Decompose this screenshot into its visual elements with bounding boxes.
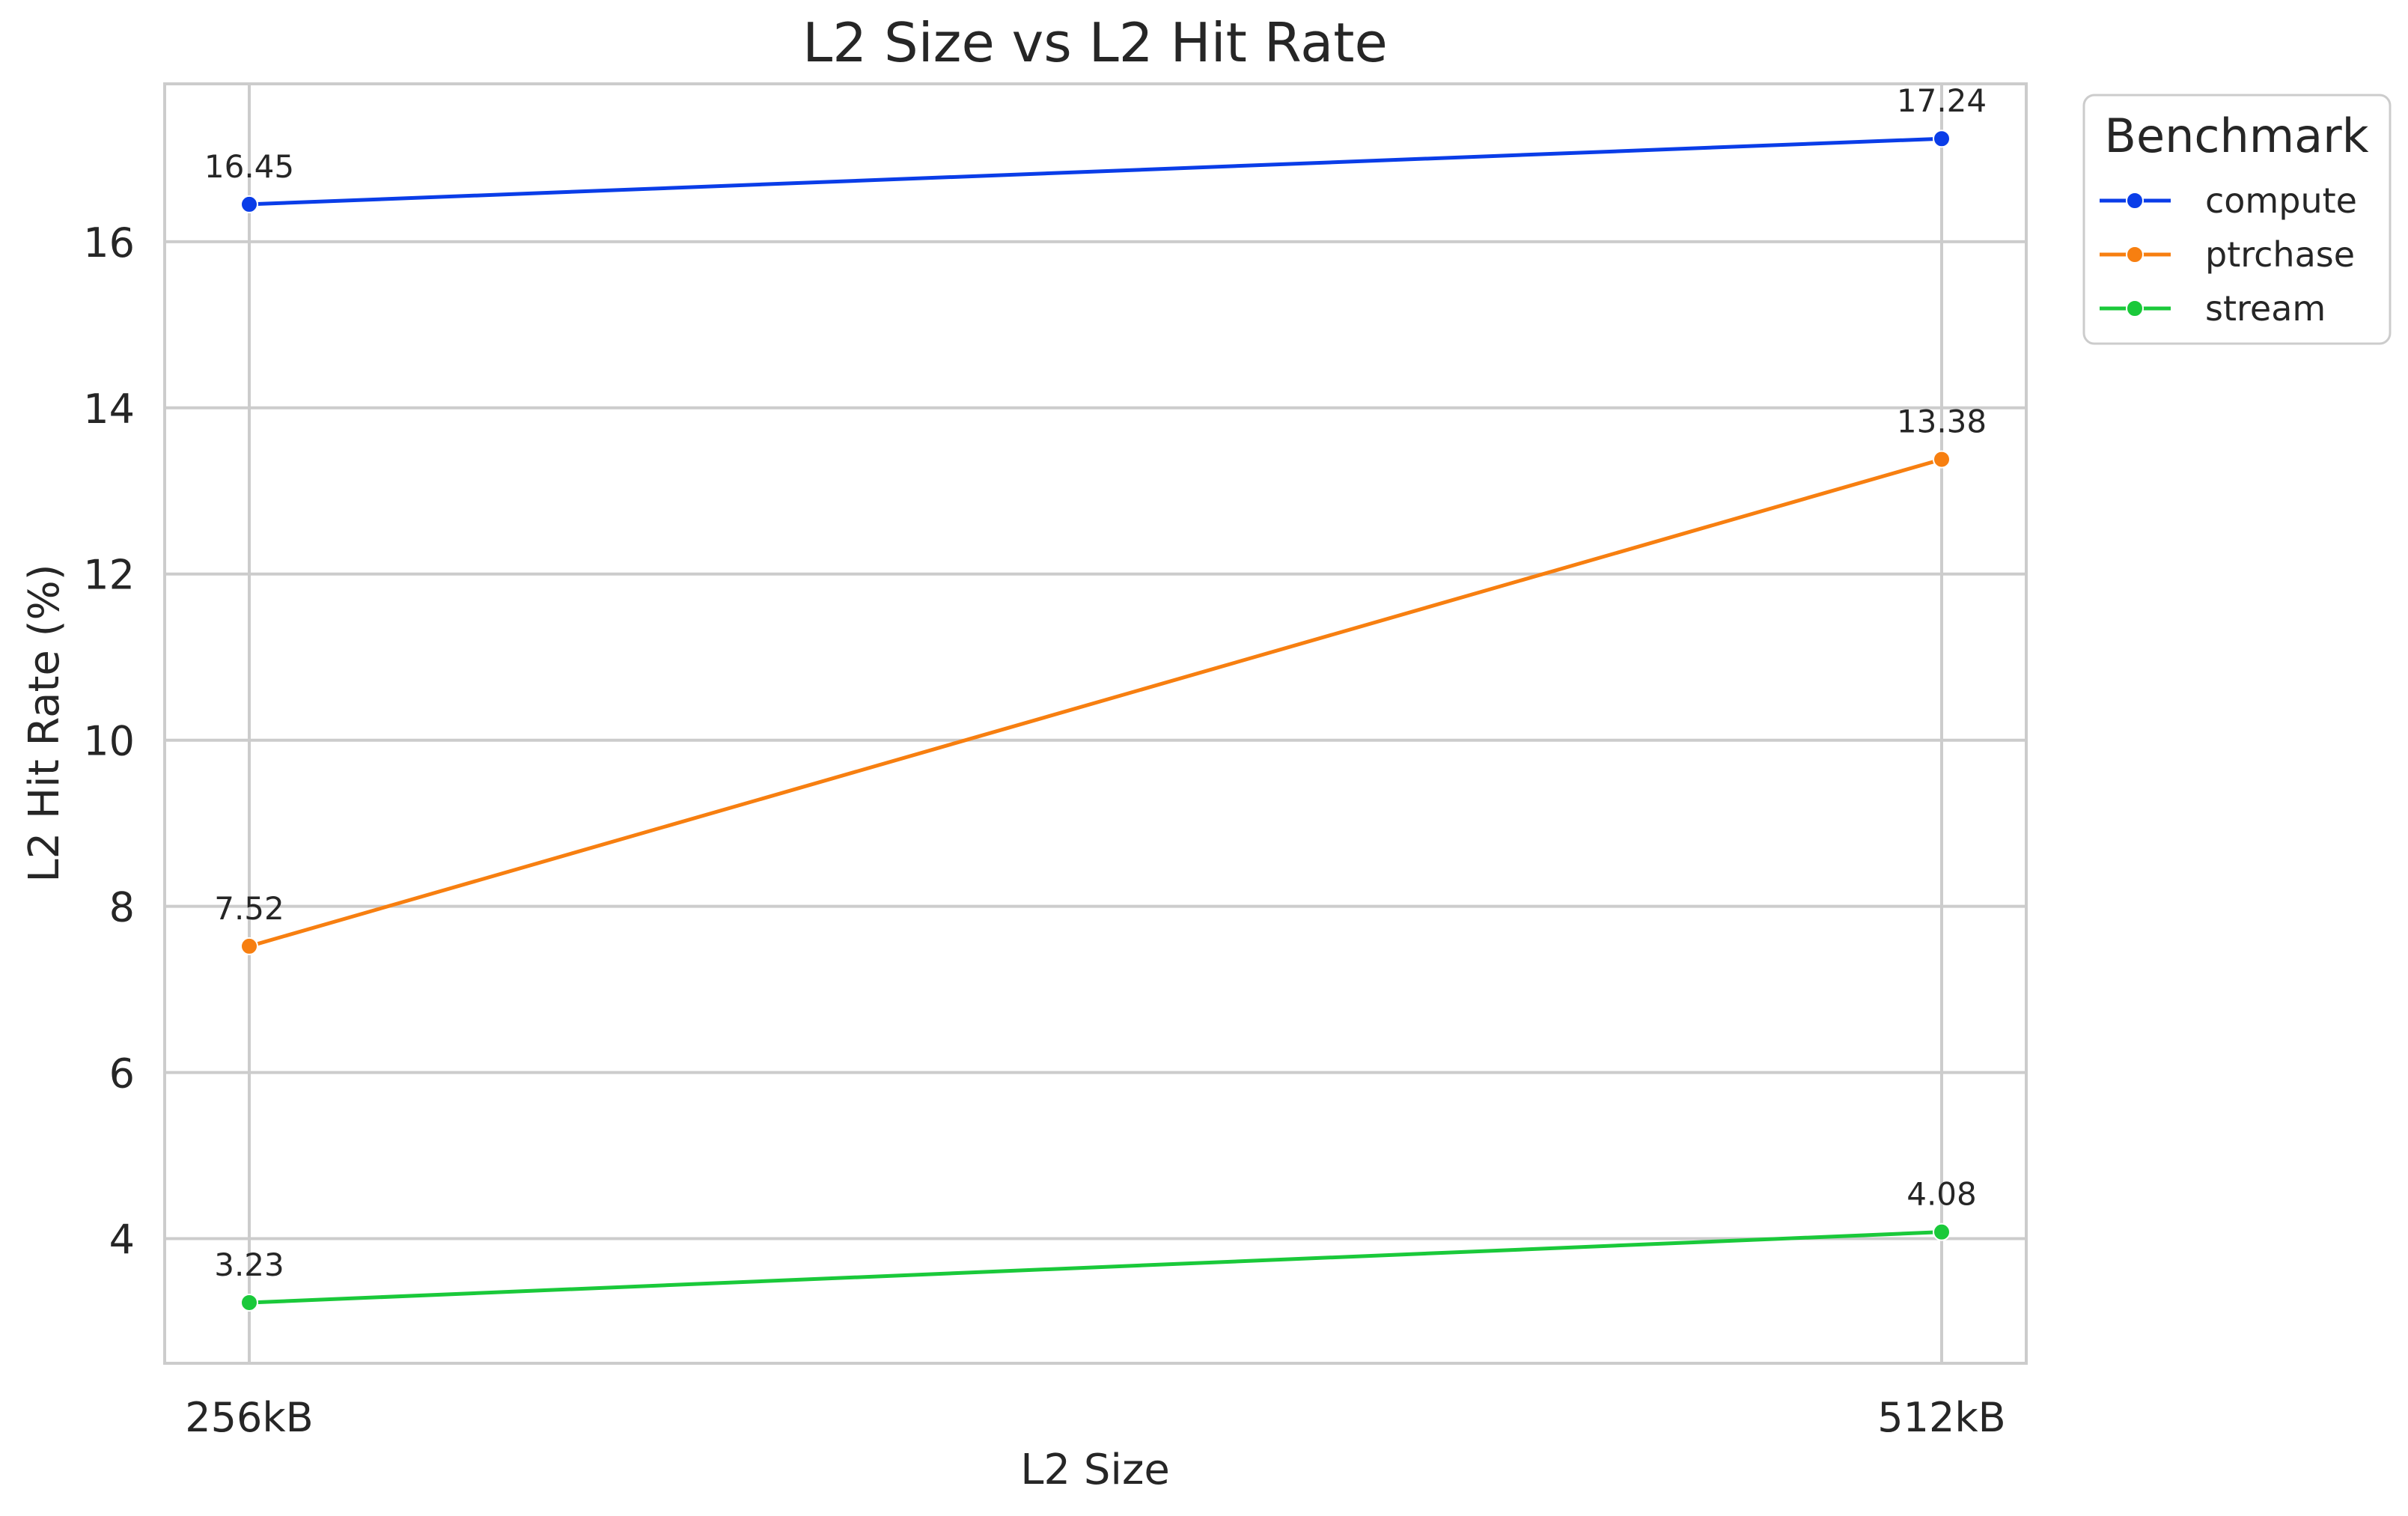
legend-swatch-marker: [2126, 246, 2144, 264]
legend-label: ptrchase: [2205, 234, 2355, 275]
data-point-compute: [1933, 130, 1951, 148]
y-tick-label: 16: [83, 219, 135, 267]
series-layer: [240, 130, 1951, 1312]
legend-label: stream: [2205, 288, 2326, 329]
data-label-stream: 3.23: [214, 1246, 284, 1283]
legend: Benchmark compute ptrchase stream: [2082, 94, 2392, 345]
legend-items: compute ptrchase stream: [2100, 180, 2357, 329]
legend-item-compute: compute: [2100, 180, 2357, 221]
data-point-ptrchase: [240, 937, 258, 955]
data-point-compute: [240, 195, 258, 213]
data-point-stream: [240, 1293, 258, 1312]
legend-item-ptrchase: ptrchase: [2100, 234, 2355, 275]
x-tick-label: 512kB: [1877, 1394, 2005, 1441]
x-tick-label: 256kB: [185, 1394, 313, 1441]
y-tick-label: 10: [83, 718, 135, 765]
series-line-ptrchase: [249, 457, 1942, 949]
axes: 4 6 8 10 12 14 16 256kB 512kB: [83, 219, 2005, 1441]
data-point-ptrchase: [1933, 450, 1951, 469]
data-label-compute: 16.45: [204, 148, 294, 185]
series-line-compute: [249, 136, 1942, 207]
series-line-stream: [249, 1230, 1942, 1305]
x-axis-label: L2 Size: [1020, 1446, 1170, 1494]
legend-swatch-marker: [2126, 299, 2144, 317]
data-label-ptrchase: 13.38: [1897, 404, 1987, 440]
legend-swatch-marker: [2126, 192, 2144, 210]
legend-item-stream: stream: [2100, 288, 2326, 329]
y-tick-label: 14: [83, 386, 135, 433]
grid: [165, 84, 2026, 1363]
legend-frame: [2082, 94, 2392, 345]
y-tick-label: 4: [109, 1217, 135, 1264]
chart-title: L2 Size vs L2 Hit Rate: [802, 11, 1388, 74]
y-tick-label: 8: [109, 884, 135, 931]
data-labels: 16.45 17.24 7.52 13.38 3.23 4.08: [204, 82, 1987, 1283]
plot-frame: [163, 82, 2028, 1365]
y-tick-label: 6: [109, 1050, 135, 1098]
data-label-compute: 17.24: [1897, 82, 1987, 119]
data-point-stream: [1933, 1223, 1951, 1241]
legend-label: compute: [2205, 180, 2357, 221]
y-tick-label: 12: [83, 552, 135, 599]
legend-title: Benchmark: [2104, 109, 2368, 163]
y-axis-label: L2 Hit Rate (%): [20, 564, 69, 882]
data-label-ptrchase: 7.52: [214, 890, 284, 927]
data-label-stream: 4.08: [1906, 1176, 1977, 1213]
